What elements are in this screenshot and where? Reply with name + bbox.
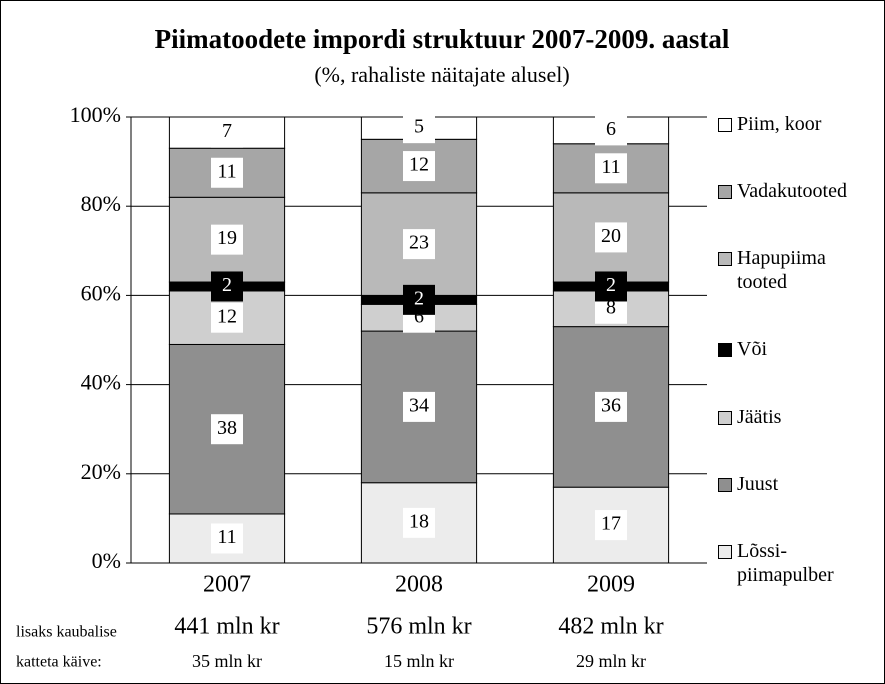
- legend-label: Vadakutooted: [737, 180, 847, 203]
- legend-item: Hapupiima tooted: [718, 246, 885, 294]
- data-label: 8: [606, 296, 616, 318]
- y-tick-label: 20%: [81, 459, 121, 484]
- data-label: 5: [414, 116, 424, 138]
- data-label-box: [211, 271, 243, 302]
- data-label-box: [595, 153, 627, 184]
- data-label-box: [211, 523, 243, 554]
- total-label: 576 mln kr: [366, 614, 471, 640]
- data-label-box: [211, 224, 243, 255]
- data-label: 2: [606, 274, 616, 296]
- data-label-box: [595, 115, 627, 146]
- data-label-box: [211, 157, 243, 188]
- chart-title: Piimatoodete impordi struktuur 2007-2009…: [155, 24, 730, 54]
- data-label-box: [403, 229, 435, 260]
- legend-swatch: [718, 185, 732, 200]
- y-tick-label: 80%: [81, 191, 121, 216]
- data-label: 6: [414, 305, 424, 327]
- data-label: 23: [409, 232, 429, 254]
- chart-subtitle: (%, rahaliste näitajate alusel): [314, 62, 569, 87]
- data-label: 20: [601, 225, 621, 247]
- data-label-box: [403, 507, 435, 538]
- extra-label: 15 mln kr: [384, 651, 454, 671]
- legend: Piim, koor Vadakutooted Hapupiima tooted Võ…: [718, 112, 885, 587]
- x-tick-label: 2009: [587, 572, 635, 598]
- legend-label: Jäätis: [737, 405, 782, 428]
- legend-item: Lõssi-piimapulber: [718, 539, 885, 587]
- data-label-box: [595, 222, 627, 253]
- data-label-box: [211, 302, 243, 333]
- data-label: 11: [217, 160, 236, 182]
- data-label-box: [403, 391, 435, 422]
- data-label: 17: [601, 513, 621, 535]
- total-label: 482 mln kr: [558, 614, 663, 640]
- legend-swatch: [718, 410, 732, 425]
- legend-item: Vadakutooted: [718, 179, 885, 203]
- legend-item: Või: [718, 337, 885, 361]
- legend-swatch: [718, 477, 732, 492]
- y-tick-label: 0%: [92, 548, 121, 573]
- data-label: 2: [222, 274, 232, 296]
- data-label: 2: [414, 287, 424, 309]
- legend-swatch: [718, 252, 732, 267]
- data-label: 18: [409, 510, 429, 532]
- data-label: 11: [217, 526, 236, 548]
- data-label-box: [595, 510, 627, 541]
- x-tick-label: 2008: [395, 572, 443, 598]
- data-label: 38: [217, 417, 237, 439]
- legend-label: Või: [737, 338, 767, 361]
- total-label: 441 mln kr: [174, 614, 279, 640]
- extra-label: 29 mln kr: [576, 651, 646, 671]
- legend-item: Jäätis: [718, 405, 885, 429]
- data-label: 19: [217, 227, 237, 249]
- legend-swatch: [718, 544, 732, 559]
- extra-label: 35 mln kr: [192, 651, 262, 671]
- y-tick-label: 60%: [81, 280, 121, 305]
- note-line: lisaks kaubalise: [16, 624, 117, 641]
- data-label-box: [403, 113, 435, 144]
- data-label: 12: [217, 305, 237, 327]
- legend-label: Juust: [737, 472, 779, 495]
- legend-swatch: [718, 343, 732, 358]
- data-label: 36: [601, 394, 621, 416]
- legend-label: Hapupiima tooted: [737, 247, 826, 294]
- note-line: katteta käive:: [16, 654, 102, 671]
- data-label-box: [403, 284, 435, 315]
- data-label-box: [403, 151, 435, 182]
- data-label-box: [595, 271, 627, 302]
- y-tick-label: 40%: [81, 370, 121, 395]
- data-label-box: [211, 414, 243, 445]
- data-label: 6: [606, 118, 616, 140]
- legend-item: Piim, koor: [718, 112, 885, 136]
- legend-label: Lõssi-piimapulber: [737, 539, 834, 586]
- data-label: 7: [222, 120, 232, 142]
- data-label: 11: [601, 156, 620, 178]
- y-tick-label: 100%: [70, 102, 121, 127]
- data-label: 12: [409, 154, 429, 176]
- legend-label: Piim, koor: [737, 113, 822, 135]
- x-tick-label: 2007: [203, 572, 251, 598]
- legend-item: Juust: [718, 472, 885, 496]
- data-label-box: [595, 391, 627, 422]
- bar-segment: [168, 343, 286, 515]
- data-label-box: [211, 117, 243, 148]
- legend-swatch: [718, 118, 732, 132]
- data-label: 34: [409, 394, 429, 416]
